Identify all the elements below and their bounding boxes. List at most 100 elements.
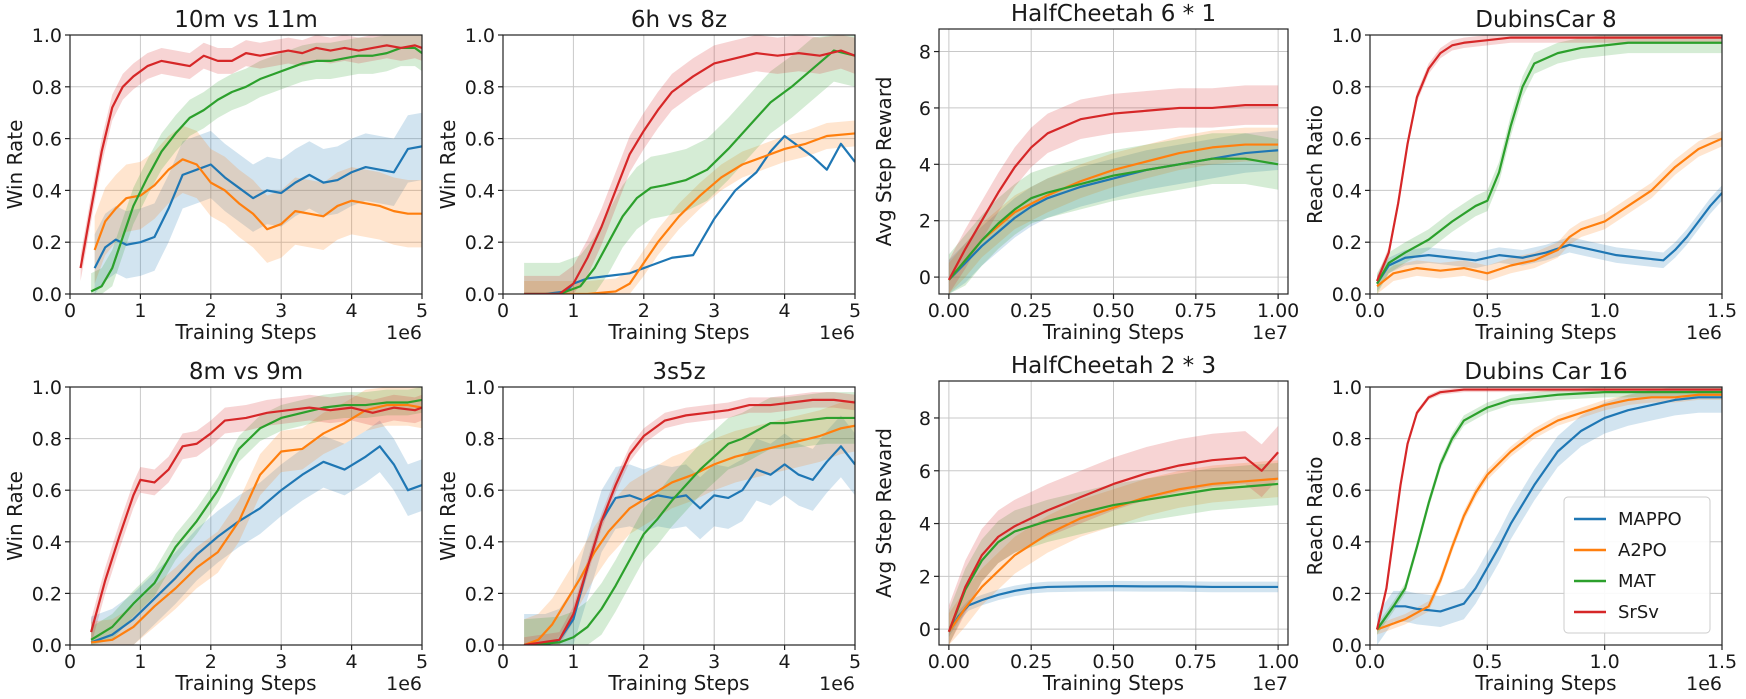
- plot-area: [1375, 387, 1722, 645]
- plot-area: [90, 387, 422, 645]
- y-tick-label: 0.2: [1332, 232, 1362, 254]
- x-tick-label: 3: [708, 300, 720, 322]
- line-mat: [90, 46, 422, 293]
- y-tick-label: 1.0: [32, 25, 62, 47]
- x-axis-label: Training Steps: [174, 671, 316, 695]
- line-srsv: [79, 44, 422, 269]
- y-tick-label: 0.8: [32, 77, 62, 99]
- line-mat: [1376, 391, 1722, 631]
- x-axis-multiplier: 1e6: [819, 673, 855, 695]
- x-axis-label: Training Steps: [1042, 671, 1184, 695]
- subplot-8: 0.0 0.5 1.0 1.5 0.0 0.2 0.4 0.6 0.8 1.0 Dubins Car…: [1303, 359, 1737, 695]
- y-tick-label: 0.2: [32, 232, 62, 254]
- x-tick-label: 4: [346, 300, 358, 322]
- line-mat: [90, 398, 422, 641]
- line-mat: [524, 416, 855, 645]
- y-tick-label: 0.4: [1332, 532, 1362, 554]
- y-tick-label: 0.6: [1332, 480, 1362, 502]
- y-tick-label: 0.8: [1332, 77, 1362, 99]
- band-mat: [948, 462, 1279, 645]
- x-tick-label: 0.5: [1472, 651, 1502, 673]
- x-tick-label: 2: [205, 300, 217, 322]
- line-srsv: [947, 451, 1279, 633]
- x-tick-label: 1: [567, 651, 579, 673]
- line-mat: [948, 157, 1279, 281]
- x-axis-multiplier: 1e7: [1252, 322, 1288, 344]
- line-a2po: [1376, 393, 1722, 631]
- line-mat: [947, 482, 1279, 633]
- y-tick-label: 0.8: [465, 429, 495, 451]
- y-tick-label: 6: [919, 98, 931, 120]
- x-axis-label: Training Steps: [174, 320, 316, 344]
- band-mat: [91, 35, 422, 294]
- band-srsv: [948, 425, 1279, 645]
- y-tick-label: 1.0: [465, 377, 495, 399]
- x-tick-label: 0.5: [1472, 300, 1502, 322]
- x-axis-label: Training Steps: [607, 671, 749, 695]
- line-srsv: [90, 406, 422, 633]
- band-a2po: [524, 399, 855, 645]
- plot-area: [947, 85, 1279, 294]
- band-mat: [91, 387, 422, 645]
- x-tick-label: 0: [64, 300, 76, 322]
- x-tick-label: 2: [638, 300, 650, 322]
- x-axis-label: Training Steps: [1042, 320, 1184, 344]
- y-tick-label: 0.6: [465, 480, 495, 502]
- plot-area: [947, 425, 1279, 645]
- subplot-title: HalfCheetah 2 * 3: [1011, 353, 1216, 379]
- legend-label-a2po: A2PO: [1618, 540, 1667, 561]
- subplot-title: Dubins Car 16: [1464, 359, 1627, 385]
- x-tick-label: 0.25: [1010, 651, 1052, 673]
- y-tick-label: 0.2: [465, 232, 495, 254]
- x-tick-label: 3: [275, 300, 287, 322]
- y-tick-label: 0.4: [1332, 180, 1362, 202]
- x-tick-label: 1.0: [1590, 300, 1620, 322]
- x-tick-label: 2: [205, 651, 217, 673]
- x-tick-label: 3: [708, 651, 720, 673]
- y-tick-label: 0.2: [1332, 583, 1362, 605]
- line-a2po: [93, 158, 422, 251]
- line-mappo: [524, 134, 855, 294]
- plot-area: [1376, 35, 1722, 294]
- y-tick-label: 2: [919, 211, 931, 233]
- axes-frame: [502, 386, 856, 646]
- band-mappo: [1377, 185, 1722, 292]
- y-tick-label: 4: [919, 514, 931, 536]
- y-tick-label: 1.0: [1332, 377, 1362, 399]
- y-tick-label: 0.0: [32, 635, 62, 657]
- axes-frame: [69, 34, 423, 295]
- x-tick-label: 1.00: [1257, 300, 1299, 322]
- y-tick-label: 0.2: [465, 583, 495, 605]
- y-axis-label: Reach Ratio: [1303, 457, 1327, 576]
- band-mappo: [94, 112, 422, 294]
- y-tick-label: 0.2: [32, 583, 62, 605]
- x-tick-label: 0.0: [1355, 300, 1385, 322]
- line-mappo: [1376, 396, 1722, 631]
- x-tick-label: 5: [849, 300, 861, 322]
- line-srsv: [1376, 36, 1722, 282]
- line-mat: [524, 49, 855, 294]
- axes-frame: [502, 34, 856, 295]
- line-mappo: [93, 145, 422, 269]
- subplot-5: 0 1 2 3 4 5 0.0 0.2 0.4 0.6 0.8 1.0 8m vs 9m Training…: [3, 359, 428, 695]
- y-tick-label: 0.0: [32, 284, 62, 306]
- x-tick-label: 0: [497, 651, 509, 673]
- x-tick-label: 1.5: [1707, 300, 1737, 322]
- y-axis-label: Avg Step Reward: [872, 77, 896, 247]
- y-axis-label: Reach Ratio: [1303, 105, 1327, 224]
- x-axis-multiplier: 1e6: [1686, 673, 1722, 695]
- x-tick-label: 5: [416, 651, 428, 673]
- line-a2po: [1376, 137, 1722, 288]
- plot-area: [79, 35, 422, 294]
- x-axis-multiplier: 1e6: [386, 322, 422, 344]
- line-srsv: [524, 49, 855, 294]
- band-mat: [524, 392, 855, 645]
- line-mappo: [947, 585, 1279, 633]
- x-axis-multiplier: 1e7: [1252, 673, 1288, 695]
- band-mat: [948, 133, 1279, 294]
- y-tick-label: 1.0: [32, 377, 62, 399]
- x-tick-label: 2: [638, 651, 650, 673]
- x-tick-label: 0.25: [1010, 300, 1052, 322]
- legend: MAPPO A2PO MAT SrSv: [1563, 496, 1711, 634]
